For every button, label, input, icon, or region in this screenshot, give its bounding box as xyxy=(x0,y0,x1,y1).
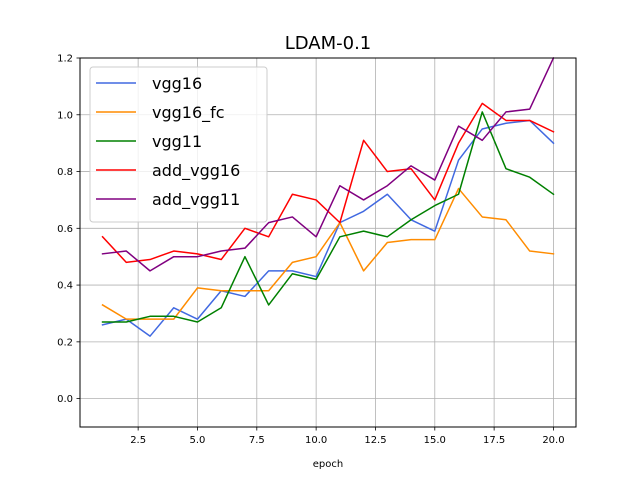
legend-box xyxy=(89,66,268,223)
y-tick-label: 0.2 xyxy=(57,337,73,348)
series-line-vgg11 xyxy=(101,111,555,323)
y-tick-label: 0.8 xyxy=(57,167,73,178)
series-line-vgg16 xyxy=(101,119,555,337)
chart-title: LDAM-0.1 xyxy=(285,33,372,54)
legend-label: add_vgg11 xyxy=(152,190,240,210)
x-axis-label: epoch xyxy=(313,459,343,470)
series-lines xyxy=(101,57,555,337)
x-tick-label: 12.5 xyxy=(364,435,386,446)
x-tick-label: 10.0 xyxy=(305,435,327,446)
series-line-add-vgg11 xyxy=(101,57,555,272)
x-tick-label: 7.5 xyxy=(249,435,265,446)
x-tick-label: 20.0 xyxy=(542,435,564,446)
legend-label: add_vgg16 xyxy=(152,161,240,181)
y-tick-label: 1.2 xyxy=(57,54,73,65)
legend-label: vgg16 xyxy=(152,74,202,93)
legend-label: vgg16_fc xyxy=(152,103,225,123)
axis-ticks: 2.5 5.0 7.5 10.0 12.5 15.0 17.5 20.0 0.0 0.2 0.4 0.… xyxy=(57,54,564,447)
y-tick-label: 1.0 xyxy=(57,110,73,121)
y-tick-label: 0.4 xyxy=(57,281,73,292)
x-tick-label: 2.5 xyxy=(130,435,146,446)
legend: vgg16 vgg16_fc vgg11 add_vgg16 add_vgg11 xyxy=(89,66,268,223)
x-tick-label: 15.0 xyxy=(424,435,446,446)
y-tick-label: 0.6 xyxy=(57,224,73,235)
legend-label: vgg11 xyxy=(152,132,202,151)
x-tick-label: 17.5 xyxy=(483,435,505,446)
series-line-vgg16-fc xyxy=(101,187,555,320)
y-tick-label: 0.0 xyxy=(57,394,73,405)
x-tick-label: 5.0 xyxy=(190,435,206,446)
plot-frame xyxy=(79,57,577,428)
